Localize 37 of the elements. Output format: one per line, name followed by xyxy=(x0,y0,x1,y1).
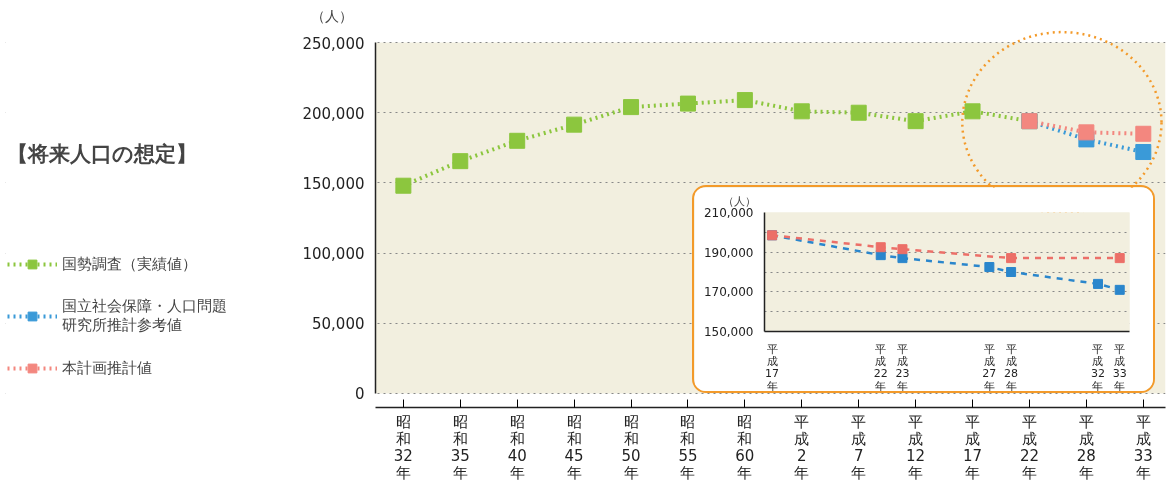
y-tick-label: 210,000 xyxy=(703,206,754,220)
legend-label: 国立社会保障・人口問題研究所推計参考値 xyxy=(62,297,227,335)
x-tick-label: 平成17年 xyxy=(963,412,983,482)
x-tick-label: 昭和45年 xyxy=(564,412,584,482)
legend-label: 本計画推計値 xyxy=(62,358,152,378)
y-tick-label: 0 xyxy=(354,385,365,404)
x-tick-label: 平成17年 xyxy=(765,342,780,393)
y-tick-label: 200,000 xyxy=(302,104,365,123)
text: 【将来人口の想定】 xyxy=(7,141,198,168)
y-tick-label: 50,000 xyxy=(311,315,365,334)
x-tick-label: 昭和40年 xyxy=(507,412,527,482)
y-tick-label: 150,000 xyxy=(302,174,365,193)
x-tick-label: 平成7年 xyxy=(851,412,867,482)
y-tick-label: 150,000 xyxy=(703,325,754,339)
x-tick-label: 平成33年 xyxy=(1112,342,1127,393)
text: （人） xyxy=(310,7,353,24)
x-tick-label: 平成28年 xyxy=(1076,412,1096,482)
y-tick-label: 170,000 xyxy=(703,285,754,300)
x-tick-label: 昭和32年 xyxy=(393,412,413,482)
legend-label: 国勢調査（実績値） xyxy=(62,254,197,274)
x-tick-label: 昭和60年 xyxy=(735,412,755,482)
x-tick-label: 昭和50年 xyxy=(621,412,641,482)
x-tick-label: 平成22年 xyxy=(873,342,888,393)
y-tick-label: 100,000 xyxy=(302,245,365,264)
x-tick-label: 平成27年 xyxy=(982,342,997,393)
x-tick-label: 平成2年 xyxy=(794,412,810,482)
x-tick-label: 平成12年 xyxy=(906,412,926,482)
x-tick-label: 平成23年 xyxy=(895,342,910,393)
x-tick-label: 平成22年 xyxy=(1019,412,1040,482)
y-tick-label: 250,000 xyxy=(302,34,365,53)
x-tick-label: 昭和55年 xyxy=(678,412,698,482)
x-tick-label: 平成33年 xyxy=(1133,412,1153,482)
x-tick-label: 昭和35年 xyxy=(450,412,470,482)
x-tick-label: 平成28年 xyxy=(1004,342,1019,393)
x-tick-label: 平成32年 xyxy=(1091,342,1105,393)
annotation: （人） xyxy=(722,194,756,208)
y-tick-label: 190,000 xyxy=(703,245,754,260)
